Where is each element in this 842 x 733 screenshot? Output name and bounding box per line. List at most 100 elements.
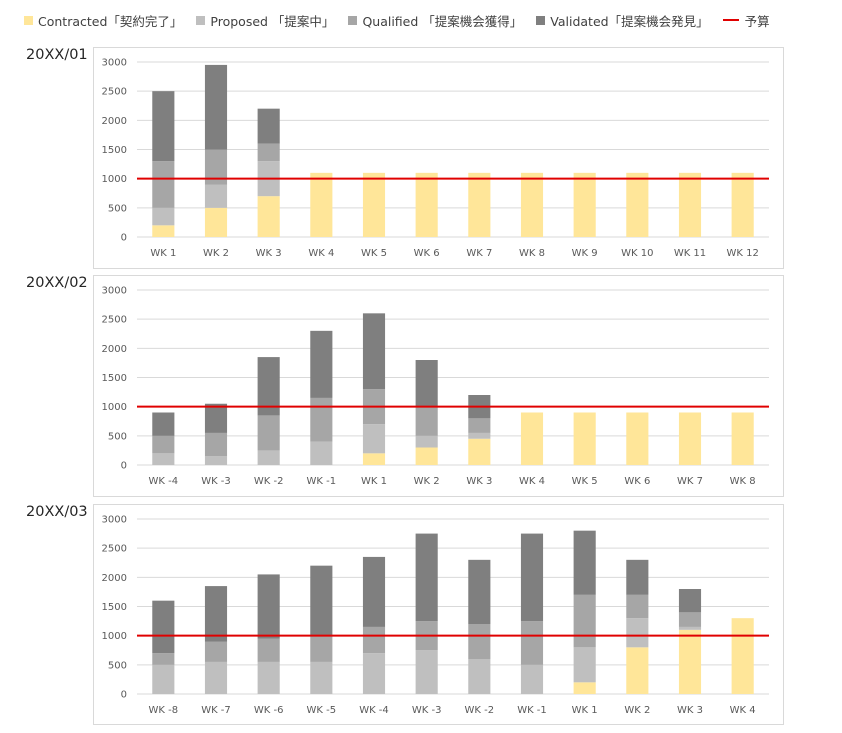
x-tick-label: WK 6 [624,476,650,487]
bar-segment-proposed [310,661,333,694]
bar-segment-qualified [310,635,333,662]
x-tick-label: WK 4 [730,705,756,716]
bar-segment-proposed [626,618,649,648]
bar-segment-validated [204,403,228,433]
x-tick-label: WK 1 [572,705,598,716]
bar-segment-qualified [152,161,175,208]
x-tick-label: WK 9 [572,248,598,259]
legend-item-validated: Validated「提案機会発見」 [536,11,709,30]
bar-segment-contracted [573,172,596,237]
bar-segment-contracted [362,172,386,237]
y-tick-label: 1500 [102,373,127,384]
x-tick-label: WK 8 [519,248,545,259]
chart-1-svg: 0 500 1000 1500 2000 2500 3000 WK 1 WK 2 WK 3 WK 4… [102,58,769,259]
x-tick-label: WK -8 [149,705,179,716]
x-tick-label: WK 10 [621,248,653,259]
y-tick-label: 2500 [102,315,127,326]
chart-3-svg: 0 500 1000 1500 2000 2500 3000 WK -8 WK -7 WK -6 W… [102,515,769,716]
x-tick-label: WK -4 [149,476,179,487]
x-tick-label: WK -7 [201,705,231,716]
bar-segment-proposed [152,207,175,226]
x-tick-label: WK 11 [674,248,706,259]
bar-segment-validated [362,556,386,627]
x-tick-label: WK -4 [359,705,389,716]
bar-segment-validated [152,600,175,654]
bar-segment-proposed [257,450,280,465]
period-label-1: 20XX/01 [26,47,88,63]
legend-swatch-qualified [348,15,358,25]
x-tick-label: WK 4 [519,476,545,487]
x-tick-label: WK 3 [256,248,282,259]
chart-legend: Contracted「契約完了」 Proposed 「提案中」 Qualifie… [24,8,784,32]
bar-segment-qualified [257,143,280,162]
chart-2-svg: 0 500 1000 1500 2000 2500 3000 WK -4 WK -3 WK -2 W… [102,286,769,487]
bar-segment-contracted [731,618,754,694]
bar-segment-proposed [520,664,544,694]
bar-segment-validated [415,533,438,622]
chart-panel-2: 0 500 1000 1500 2000 2500 3000 WK -4 WK -3 WK -2 W… [93,275,784,497]
x-tick-label: WK -3 [201,476,231,487]
y-tick-label: 0 [121,461,127,472]
bar-segment-proposed [415,650,438,694]
x-tick-label: WK -2 [465,705,495,716]
bar-segment-proposed [204,661,228,694]
period-label-2: 20XX/02 [26,275,88,291]
bar-segment-qualified [626,594,649,619]
y-tick-label: 0 [121,690,127,701]
bar-segment-qualified [257,415,280,451]
bar-segment-contracted [678,172,702,237]
bar-segment-contracted [731,172,754,237]
bar-segment-contracted [678,629,702,694]
y-tick-label: 1500 [102,145,127,156]
bar-segment-contracted [468,438,491,465]
bar-segment-contracted [415,172,438,237]
y-tick-label: 1000 [102,631,127,642]
bar-segment-proposed [152,453,175,465]
bar-segment-validated [678,589,702,613]
legend-item-proposed: Proposed 「提案中」 [196,11,334,30]
y-tick-label: 2000 [102,116,127,127]
x-tick-label: WK 5 [572,476,598,487]
x-tick-label: WK -1 [517,705,547,716]
x-tick-label: WK -3 [412,705,442,716]
legend-label-budget: 予算 [744,13,770,29]
bar-segment-proposed [310,441,333,465]
bar-segment-proposed [204,184,228,208]
y-tick-label: 2500 [102,544,127,555]
legend-swatch-proposed [196,15,206,25]
bar-segment-proposed [362,653,386,694]
legend-line-budget [722,19,739,21]
bar-segment-contracted [415,447,438,465]
y-tick-label: 2000 [102,573,127,584]
x-tick-label: WK 1 [150,248,176,259]
bar-segment-contracted [257,196,280,237]
legend-swatch-validated [536,15,546,25]
bar-segment-qualified [204,432,228,457]
bar-segment-qualified [152,653,175,665]
x-tick-label: WK 2 [624,705,650,716]
bar-segment-validated [310,565,333,636]
bar-segment-qualified [678,612,702,627]
bar-segment-proposed [573,647,596,683]
y-tick-label: 1000 [102,402,127,413]
bar-segment-validated [152,91,175,162]
bar-segment-qualified [468,418,491,433]
bar-segment-contracted [626,412,649,465]
bar-segment-qualified [415,406,438,436]
y-tick-label: 0 [121,233,127,244]
bar-segment-proposed [257,661,280,694]
bar-segment-qualified [362,626,386,654]
legend-item-budget: 予算 [722,11,770,30]
bar-segment-contracted [520,172,544,237]
x-tick-label: WK -1 [307,476,337,487]
bar-segment-validated [257,108,280,144]
bar-segment-contracted [362,453,386,465]
bar-segment-proposed [468,432,491,439]
bar-segment-contracted [626,172,649,237]
bar-segment-contracted [204,207,228,237]
x-tick-label: WK -5 [307,705,337,716]
bar-segment-contracted [573,682,596,694]
bar-segment-contracted [731,412,754,465]
legend-label-validated: Validated「提案機会発見」 [550,13,709,29]
y-tick-label: 500 [108,660,127,671]
